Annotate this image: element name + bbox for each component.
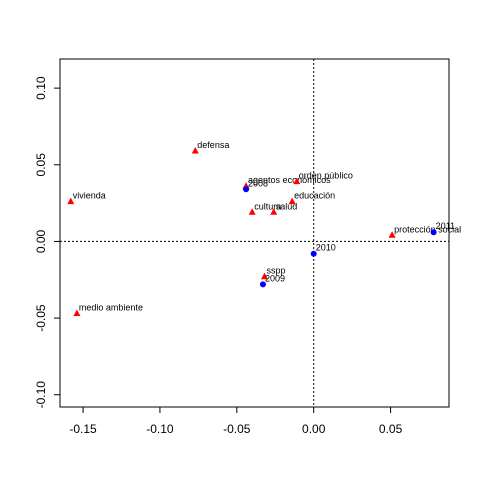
point-label: 2011 <box>436 221 455 231</box>
reference-lines <box>60 59 449 407</box>
triangle-marker <box>260 272 268 280</box>
circle-marker <box>243 186 250 193</box>
point-label: orden público <box>299 171 353 181</box>
point-label: medio ambiente <box>79 302 143 312</box>
point-label: sspp <box>266 266 285 276</box>
x-axis: -0.15 -0.10 -0.05 0.00 0.05 <box>69 406 403 436</box>
triangle-marker <box>293 177 301 185</box>
circle-marker <box>259 281 266 288</box>
triangle-marker <box>248 208 256 215</box>
point-label: cultura <box>254 201 281 211</box>
y-tick-label: -0.05 <box>34 304 48 332</box>
point-label: 2008 <box>248 178 268 188</box>
point-label: educación <box>294 191 335 201</box>
triangle-marker <box>288 197 296 205</box>
circle-marker <box>430 229 437 236</box>
x-tick-label: -0.10 <box>146 422 174 436</box>
point-label: 2009 <box>265 273 285 283</box>
x-tick-label: 0.05 <box>379 422 403 436</box>
triangle-marker <box>73 309 81 316</box>
circle-marker <box>310 250 317 257</box>
y-tick-label: 0.00 <box>34 229 48 253</box>
point-label: vivienda <box>73 191 106 201</box>
y-tick-label: 0.10 <box>34 76 48 100</box>
x-tick-label: 0.00 <box>302 422 326 436</box>
triangle-marker <box>388 231 396 238</box>
point-label: 2010 <box>316 243 336 253</box>
triangle-marker <box>67 197 75 205</box>
x-tick-label: -0.15 <box>69 422 97 436</box>
y-axis: -0.10 -0.05 0.00 0.05 0.10 <box>34 76 61 409</box>
plot-frame <box>59 58 450 408</box>
y-tick-label: 0.05 <box>34 153 48 177</box>
point-label: protección social <box>394 224 461 234</box>
triangle-marker <box>191 146 199 154</box>
point-label: agentos económicos <box>248 175 331 185</box>
y-tick-label: -0.10 <box>34 381 48 409</box>
triangle-marker <box>270 208 278 215</box>
x-tick-label: -0.05 <box>223 422 251 436</box>
point-label: salud <box>276 201 298 211</box>
point-label: defensa <box>197 140 229 150</box>
